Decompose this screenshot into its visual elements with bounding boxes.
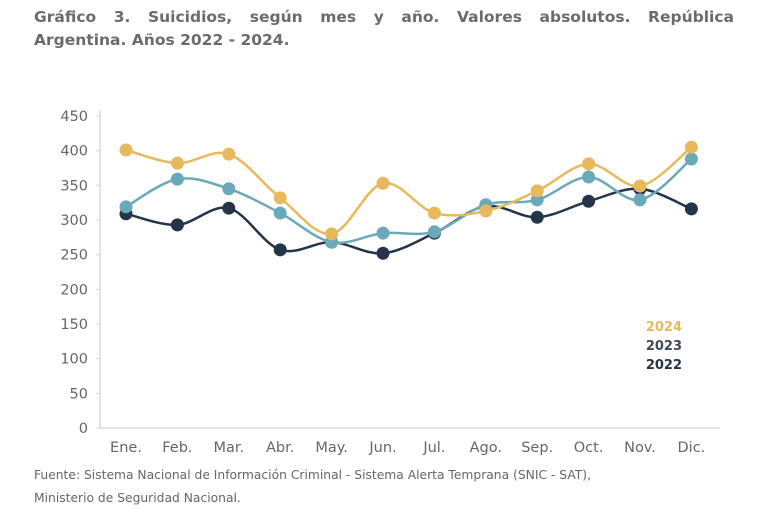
- data-point-2024: [222, 147, 236, 161]
- data-point-2024: [479, 204, 493, 218]
- x-tick-label: Jun.: [368, 440, 396, 456]
- series-line-2022: [125, 187, 692, 255]
- series-line-2024: [125, 146, 693, 236]
- legend-entry-2023: 2023: [646, 339, 682, 354]
- source-line: Fuente: Sistema Nacional de Información …: [34, 468, 592, 482]
- source-line: Ministerio de Seguridad Nacional.: [34, 491, 241, 505]
- data-point-2023: [273, 206, 287, 220]
- data-point-2024: [633, 179, 647, 193]
- data-point-2024: [376, 176, 390, 190]
- data-point-2023: [376, 226, 390, 240]
- data-point-2023: [530, 193, 544, 207]
- data-point-2024: [273, 191, 287, 205]
- x-tick-label: Jul.: [422, 440, 445, 456]
- y-tick-label: 150: [60, 317, 88, 333]
- x-tick-label: Ago.: [470, 440, 502, 456]
- y-tick-label: 400: [60, 144, 88, 160]
- x-tick-label: Oct.: [574, 440, 604, 456]
- y-tick-label: 50: [70, 386, 88, 402]
- data-point-2024: [427, 206, 441, 220]
- data-point-2022: [582, 194, 596, 208]
- data-point-2022: [530, 210, 544, 224]
- data-point-2024: [582, 157, 596, 171]
- data-point-2024: [170, 156, 184, 170]
- data-point-2023: [427, 225, 441, 239]
- chart-title: Gráfico 3. Suicidios, según mes y año. V…: [34, 6, 734, 52]
- data-point-2024: [530, 184, 544, 198]
- x-tick-label: Ene.: [110, 440, 142, 456]
- data-point-2023: [222, 182, 236, 196]
- data-point-2022: [684, 202, 698, 216]
- data-point-2022: [273, 243, 287, 257]
- x-tick-label: Mar.: [213, 440, 244, 456]
- x-tick-label: Nov.: [624, 440, 656, 456]
- data-point-2023: [684, 152, 698, 166]
- title-line: Argentina. Años 2022 - 2024.: [34, 31, 290, 49]
- data-point-2023: [633, 193, 647, 207]
- data-point-2022: [376, 246, 390, 260]
- data-point-2022: [170, 218, 184, 232]
- legend-entry-2022: 2022: [646, 358, 682, 373]
- y-tick-label: 0: [79, 421, 88, 437]
- data-point-2024: [684, 140, 698, 154]
- y-tick-label: 200: [60, 282, 88, 298]
- data-point-2024: [325, 227, 339, 241]
- data-point-2023: [119, 200, 133, 214]
- y-tick-label: 100: [60, 352, 88, 368]
- y-tick-label: 250: [60, 248, 88, 264]
- legend-entry-2024: 2024: [646, 320, 682, 335]
- x-tick-label: Sep.: [521, 440, 553, 456]
- data-point-2023: [582, 170, 596, 184]
- x-tick-label: May.: [315, 440, 348, 456]
- x-tick-label: Dic.: [678, 440, 706, 456]
- data-point-2023: [170, 172, 184, 186]
- data-point-2022: [222, 201, 236, 215]
- title-line: Gráfico 3. Suicidios, según mes y año. V…: [34, 8, 734, 26]
- y-tick-label: 350: [60, 178, 88, 194]
- data-point-2024: [119, 143, 133, 157]
- source-note: Fuente: Sistema Nacional de Información …: [34, 464, 744, 510]
- x-tick-label: Feb.: [162, 440, 192, 456]
- y-tick-label: 450: [60, 109, 88, 125]
- y-tick-label: 300: [60, 213, 88, 229]
- x-tick-label: Abr.: [266, 440, 294, 456]
